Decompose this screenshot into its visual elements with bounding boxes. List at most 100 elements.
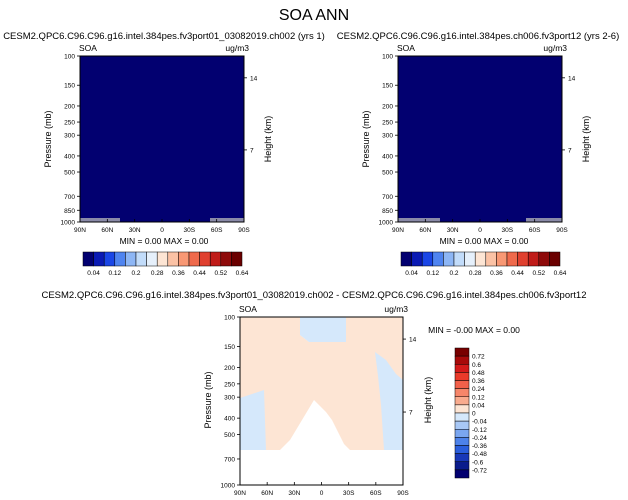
y-right-tick-label: 7 [250, 147, 254, 154]
colorbar-swatch [146, 251, 158, 267]
positive-region [240, 317, 300, 335]
colorbar-label: -0.72 [472, 467, 487, 474]
colorbar-swatch [220, 251, 232, 267]
colorbar-swatch [454, 364, 470, 373]
missing-data-strip [526, 218, 562, 222]
colorbar-diff: 0.720.60.480.360.240.120.040-0.04-0.12-0… [454, 347, 487, 479]
colorbar-label: 0.64 [554, 270, 567, 277]
colorbar-swatch [454, 453, 470, 462]
x-tick-label: 60S [370, 490, 382, 497]
var-label: SOA [397, 43, 415, 53]
colorbar-label: 0.36 [472, 378, 485, 385]
colorbar-swatch [474, 251, 487, 267]
missing-data-strip [210, 218, 244, 222]
colorbar-swatch [454, 347, 470, 357]
x-tick-label: 60N [419, 227, 431, 234]
y-tick-label: 400 [382, 153, 393, 160]
missing-data-strip [80, 218, 120, 222]
colorbar-swatch [93, 251, 105, 267]
y-right-tick-label: 7 [568, 147, 572, 154]
colorbar-swatch [231, 251, 243, 267]
colorbar-label: 0.44 [511, 270, 524, 277]
x-tick-label: 30N [447, 227, 459, 234]
colorbar-swatch [178, 251, 190, 267]
colorbar-label: 0.44 [193, 270, 206, 277]
y-tick-label: 700 [382, 194, 393, 201]
colorbar-swatch [496, 251, 508, 267]
units-label: ug/m3 [543, 43, 567, 53]
y-tick-label: 200 [64, 103, 75, 110]
y-tick-label: 100 [382, 54, 393, 61]
colorbar-label: 0.04 [472, 402, 485, 409]
y-tick-label: 500 [382, 170, 393, 177]
y-tick-label: 1000 [379, 220, 394, 227]
min-max-text: MIN = -0.00 MAX = 0.00 [428, 325, 520, 335]
y-tick-label: 850 [382, 208, 393, 215]
colorbar-swatch [443, 251, 455, 267]
colorbar-label: 0.64 [236, 270, 249, 277]
colorbar-swatch [125, 251, 137, 267]
colorbar-swatch [82, 251, 94, 267]
x-tick-label: 60S [529, 227, 541, 234]
y-tick-label: 500 [64, 170, 75, 177]
colorbar-label: 0.6 [472, 362, 481, 369]
figure-title: SOA ANN [279, 7, 349, 24]
colorbar-swatch [421, 251, 434, 267]
x-tick-label: 0 [160, 227, 164, 234]
colorbar-label: 0.52 [214, 270, 227, 277]
missing-region [280, 400, 350, 450]
x-tick-label: 90S [397, 490, 409, 497]
colorbar-swatch [454, 461, 470, 471]
x-tick-label: 90S [238, 227, 250, 234]
colorbar-label: 0.12 [108, 270, 121, 277]
difference-field [240, 317, 403, 485]
x-tick-label: 30N [288, 490, 300, 497]
y-tick-label: 100 [224, 315, 235, 322]
colorbar-label: 0.28 [151, 270, 164, 277]
colorbar-swatch [454, 404, 470, 414]
colorbar-swatch [454, 355, 470, 365]
panel-3: CESM2.QPC6.C96.C96.g16.intel.384pes.fv3p… [41, 290, 586, 497]
colorbar-label: 0.52 [532, 270, 545, 277]
colorbar-label: 0 [472, 411, 476, 418]
colorbar-swatch [453, 251, 465, 267]
negative-region [375, 352, 403, 450]
colorbar-swatch [527, 251, 540, 267]
panel-title: CESM2.QPC6.C96.C96.g16.intel.384pes.fv3p… [3, 31, 325, 42]
colorbar-swatch [432, 251, 444, 267]
colorbar-swatch [454, 445, 470, 454]
colorbar-label: -0.04 [472, 419, 487, 426]
y-right-tick-label: 7 [409, 410, 413, 417]
heatmap-field [80, 56, 244, 222]
y-axis-label: Pressure (mb) [203, 371, 213, 428]
colorbar-swatch [167, 251, 179, 267]
y-right-axis-label: Height (km) [263, 116, 273, 163]
heatmap-field [398, 56, 562, 222]
colorbar-label: 0.04 [405, 270, 418, 277]
y-tick-label: 300 [224, 395, 235, 402]
y-axis-label: Pressure (mb) [361, 110, 371, 167]
y-tick-label: 300 [64, 133, 75, 140]
y-tick-label: 150 [382, 83, 393, 90]
y-tick-label: 200 [224, 365, 235, 372]
colorbar-swatch [454, 380, 470, 389]
colorbar-label: -0.6 [472, 459, 484, 466]
y-tick-label: 400 [64, 153, 75, 160]
colorbar-swatch [188, 251, 200, 267]
colorbar-label: -0.12 [472, 427, 487, 434]
colorbar-swatch [506, 251, 518, 267]
units-label: ug/m3 [384, 304, 408, 314]
panel-1: CESM2.QPC6.C96.C96.g16.intel.384pes.fv3p… [3, 31, 325, 246]
colorbar-label: 0.72 [472, 354, 485, 361]
y-tick-label: 850 [64, 208, 75, 215]
colorbar-swatch [454, 396, 470, 406]
colorbar-swatch [103, 251, 116, 267]
colorbar-swatch [209, 251, 222, 267]
colorbar-label: -0.24 [472, 435, 487, 442]
colorbar-label: 0.48 [472, 370, 485, 377]
colorbar-swatch [454, 372, 470, 381]
x-tick-label: 60N [101, 227, 113, 234]
colorbar-swatch [538, 251, 550, 267]
y-tick-label: 250 [224, 381, 235, 388]
